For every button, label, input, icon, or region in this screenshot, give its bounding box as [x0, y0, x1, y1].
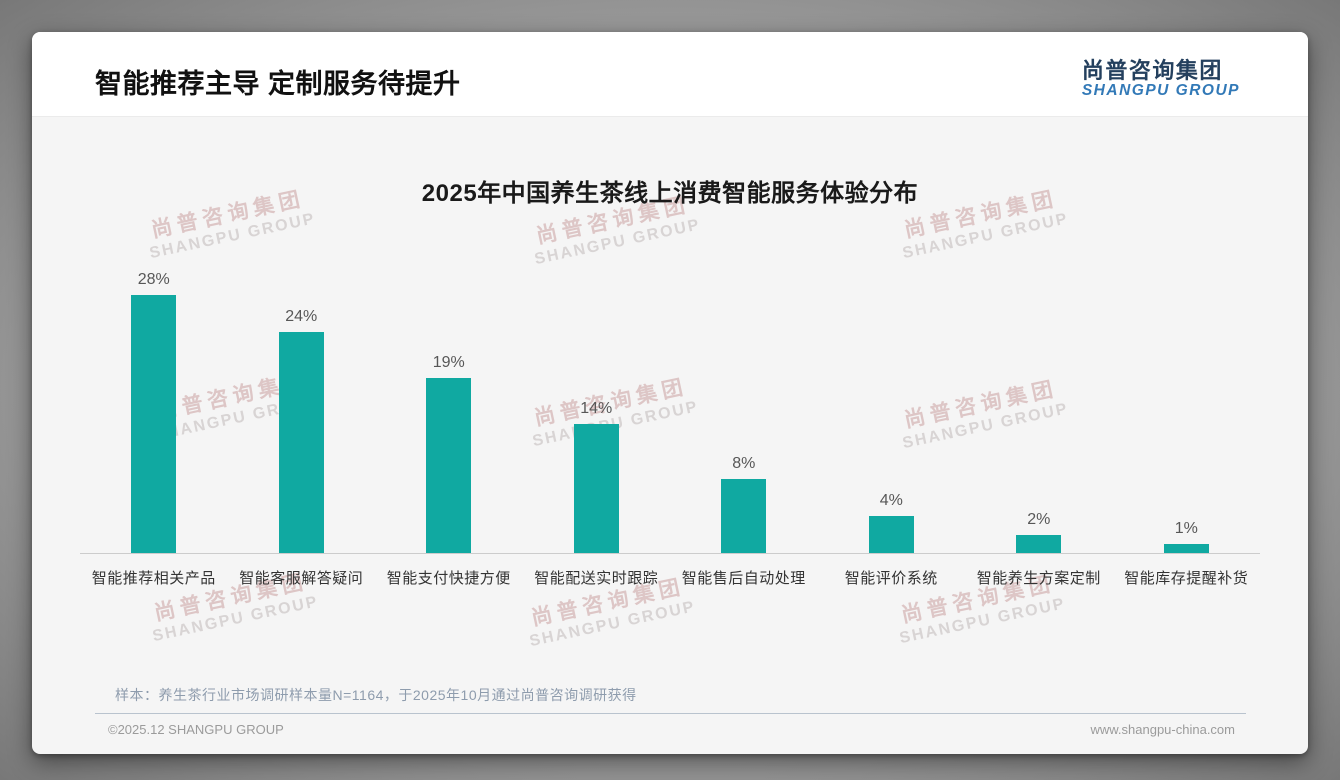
- bar-value-label: 8%: [732, 455, 756, 472]
- bar-column: 1%: [1113, 224, 1261, 553]
- bar-column: 14%: [523, 224, 671, 553]
- bar: [426, 378, 472, 553]
- bar-value-label: 24%: [285, 308, 318, 325]
- bar-column: 28%: [80, 224, 228, 553]
- bar-column: 19%: [375, 224, 523, 553]
- category-label: 智能客服解答疑问: [239, 570, 364, 587]
- bar-value-label: 19%: [432, 354, 465, 371]
- bar: [278, 332, 324, 553]
- category-label: 智能库存提醒补货: [1124, 570, 1249, 587]
- category-label: 智能支付快捷方便: [386, 570, 511, 587]
- bar-column: 24%: [228, 224, 376, 553]
- bar: [1016, 535, 1062, 553]
- category-label: 智能配送实时跟踪: [534, 570, 659, 587]
- bar-value-label: 1%: [1174, 520, 1198, 537]
- sample-note: 样本：养生茶行业市场调研样本量N=1164，于2025年10月通过尚普咨询调研获…: [115, 687, 637, 703]
- bar-column: 2%: [965, 224, 1113, 553]
- bar-chart-plot-area: 28% 24% 19% 14% 8% 4% 2% 1%: [80, 224, 1260, 554]
- logo-cn-text: 尚普咨询集团: [1081, 57, 1223, 83]
- category-label: 智能推荐相关产品: [91, 570, 216, 587]
- footer-copyright: ©2025.12 SHANGPU GROUP: [108, 722, 284, 737]
- category-axis: 智能推荐相关产品 智能客服解答疑问 智能支付快捷方便 智能配送实时跟踪 智能售后自动处理…: [80, 554, 1260, 588]
- bar-column: 4%: [818, 224, 966, 553]
- bar: [1163, 544, 1209, 553]
- bar: [721, 479, 767, 553]
- page-title: 智能推荐主导 定制服务待提升: [95, 68, 461, 99]
- slide-header: 智能推荐主导 定制服务待提升 尚普咨询集团 SHANGPU GROUP: [32, 32, 1308, 117]
- slide: 智能推荐主导 定制服务待提升 尚普咨询集团 SHANGPU GROUP 2025…: [32, 32, 1308, 754]
- bar-value-label: 4%: [879, 492, 903, 509]
- bar-value-label: 14%: [580, 400, 613, 417]
- category-label: 智能养生方案定制: [976, 570, 1101, 587]
- company-logo: 尚普咨询集团 SHANGPU GROUP: [1082, 49, 1240, 99]
- bar: [131, 295, 177, 553]
- bar: [573, 424, 619, 553]
- bar-value-label: 28%: [137, 271, 170, 288]
- footer-website: www.shangpu-china.com: [1090, 722, 1235, 737]
- bar: [868, 516, 914, 553]
- bar-value-label: 2%: [1027, 511, 1051, 528]
- chart-title: 2025年中国养生茶线上消费智能服务体验分布: [421, 180, 919, 207]
- logo-en-text: SHANGPU GROUP: [1081, 82, 1240, 100]
- category-label: 智能售后自动处理: [681, 570, 806, 587]
- bar-column: 8%: [670, 224, 818, 553]
- footer-divider: [95, 713, 1246, 714]
- category-label: 智能评价系统: [844, 570, 938, 587]
